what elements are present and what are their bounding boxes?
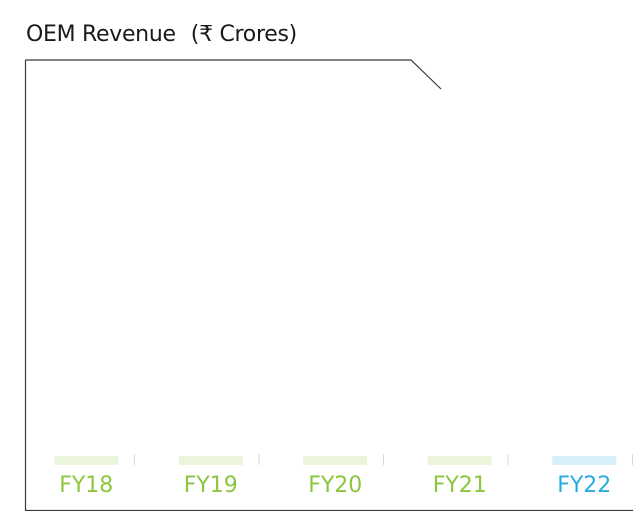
x-tick-label-fy18: FY18 (59, 473, 113, 498)
chart-frame (24, 59, 633, 511)
chart-marks: FY18 FY19 FY20 FY21 FY22 (54, 454, 633, 498)
x-tick-label-fy20: FY20 (308, 473, 362, 498)
x-tick-label-fy22: FY22 (557, 473, 611, 498)
chart-title: OEM Revenue (26, 22, 176, 47)
chart-title-row: OEM Revenue (₹ Crores) (26, 22, 297, 47)
bar-fy22 (552, 456, 617, 465)
bar-fy21 (427, 456, 492, 465)
bar-fy20 (303, 456, 368, 465)
x-tick-label-fy19: FY19 (184, 473, 238, 498)
x-tick-label-fy21: FY21 (433, 473, 487, 498)
chart-unit-label: (₹ Crores) (190, 22, 297, 47)
bar-fy19 (178, 456, 243, 465)
bar-fy18 (54, 456, 119, 465)
